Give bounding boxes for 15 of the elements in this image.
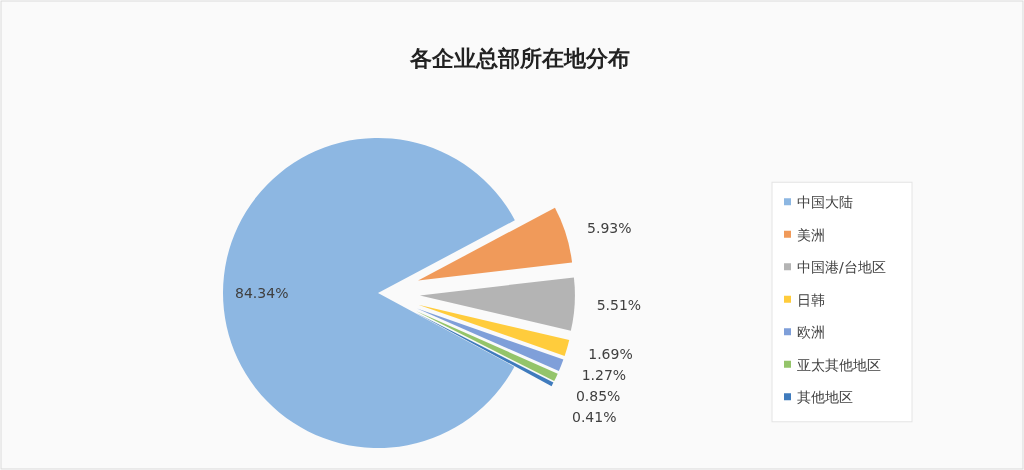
data-label: 5.93% xyxy=(587,219,632,236)
data-label: 0.85% xyxy=(575,388,621,405)
legend-label: 中国大陆 xyxy=(797,194,853,211)
data-label: 1.69% xyxy=(588,346,633,363)
legend-label: 中国港/台地区 xyxy=(797,259,886,276)
legend-label: 其他地区 xyxy=(797,389,853,406)
data-label: 5.51% xyxy=(596,297,642,314)
data-label: 1.27% xyxy=(581,367,627,384)
data-label: 84.34% xyxy=(235,284,289,301)
legend-label: 日韩 xyxy=(797,291,825,308)
legend-label: 欧洲 xyxy=(797,324,825,341)
chart-title: 各企业总部所在地分布 xyxy=(409,46,630,71)
legend-label: 美洲 xyxy=(797,226,825,243)
data-label: 0.41% xyxy=(572,409,617,426)
legend-label: 亚太其他地区 xyxy=(797,356,881,373)
